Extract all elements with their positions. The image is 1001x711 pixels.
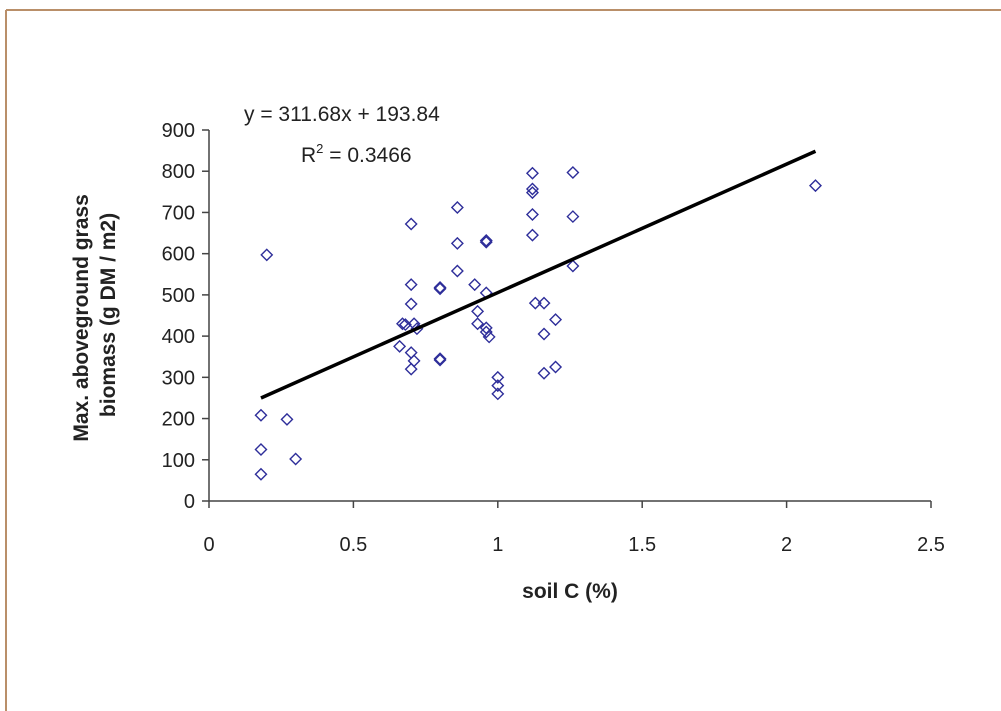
data-point xyxy=(433,352,447,366)
data-point xyxy=(566,259,580,273)
data-point xyxy=(254,442,268,456)
y-tick-label: 600 xyxy=(162,244,195,266)
data-point xyxy=(528,296,542,310)
data-point xyxy=(566,165,580,179)
data-point xyxy=(433,280,447,294)
data-point xyxy=(450,264,464,278)
data-point xyxy=(525,166,539,180)
y-tick-label: 100 xyxy=(162,450,195,472)
data-point xyxy=(450,201,464,214)
data-point xyxy=(404,297,418,311)
data-point xyxy=(525,182,539,196)
plot-area: 0 100 200 300 400 500 600 700 800 900 0 0.5 1 1.5 2 2.5 xyxy=(162,120,945,556)
y-axis-label: Max. aboveground grass biomass (g DM / m… xyxy=(70,188,120,441)
data-point xyxy=(537,366,551,380)
data-point xyxy=(433,353,447,367)
data-point xyxy=(404,217,418,231)
data-point xyxy=(808,179,822,193)
data-point xyxy=(566,210,580,224)
r-squared-prefix: R xyxy=(301,144,316,167)
x-tick-label: 0.5 xyxy=(339,534,367,556)
trendline xyxy=(260,149,817,400)
y-tick-label: 400 xyxy=(162,326,195,348)
data-point xyxy=(471,317,485,331)
data-point xyxy=(525,186,539,200)
y-tick-label: 900 xyxy=(162,120,195,142)
r-squared-superscript: 2 xyxy=(316,141,323,156)
data-point xyxy=(491,379,505,393)
data-point xyxy=(280,412,294,426)
data-points xyxy=(254,165,822,481)
y-tick-label: 500 xyxy=(162,285,195,307)
data-point xyxy=(254,408,268,422)
data-point xyxy=(479,235,493,249)
data-point xyxy=(479,233,493,247)
data-point xyxy=(525,228,539,242)
data-point xyxy=(404,278,418,292)
data-point xyxy=(450,236,464,250)
data-point xyxy=(479,325,493,339)
data-point xyxy=(396,317,409,331)
data-point xyxy=(525,208,539,221)
data-point xyxy=(549,313,563,327)
data-point xyxy=(260,248,274,262)
data-point xyxy=(289,452,303,466)
data-point xyxy=(433,282,447,296)
data-point xyxy=(549,360,563,374)
r-squared-value: = 0.3466 xyxy=(323,144,411,167)
data-point xyxy=(468,278,482,292)
y-tick-label: 0 xyxy=(184,491,195,513)
y-tick-label: 300 xyxy=(162,367,195,389)
axis-ticks: 0 100 200 300 400 500 600 700 800 900 0 0.5 1 1.5 2 2.5 xyxy=(162,120,945,556)
y-tick-label: 800 xyxy=(162,161,195,183)
data-point xyxy=(491,387,505,401)
data-point xyxy=(404,362,418,376)
x-tick-label: 2.5 xyxy=(917,534,945,556)
y-tick-label: 700 xyxy=(162,202,195,224)
data-point xyxy=(537,327,551,341)
x-tick-label: 1 xyxy=(492,534,503,556)
x-axis-label: soil C (%) xyxy=(522,580,618,603)
x-tick-label: 0 xyxy=(203,534,214,556)
data-point xyxy=(491,370,505,384)
data-point xyxy=(393,339,407,353)
regression-equation: y = 311.68x + 193.84 xyxy=(244,103,440,126)
y-axis-label-line-2: biomass (g DM / m2) xyxy=(97,213,120,417)
x-tick-label: 2 xyxy=(781,534,792,556)
y-axis-label-line-1: Max. aboveground grass xyxy=(70,194,93,441)
data-point xyxy=(482,330,496,344)
trendline-group xyxy=(260,149,817,400)
r-squared-label: R2 = 0.3466 xyxy=(301,141,412,167)
data-point xyxy=(471,304,485,318)
x-tick-label: 1.5 xyxy=(628,534,656,556)
data-point xyxy=(254,467,268,481)
y-tick-label: 200 xyxy=(162,409,195,431)
data-point xyxy=(537,296,551,310)
